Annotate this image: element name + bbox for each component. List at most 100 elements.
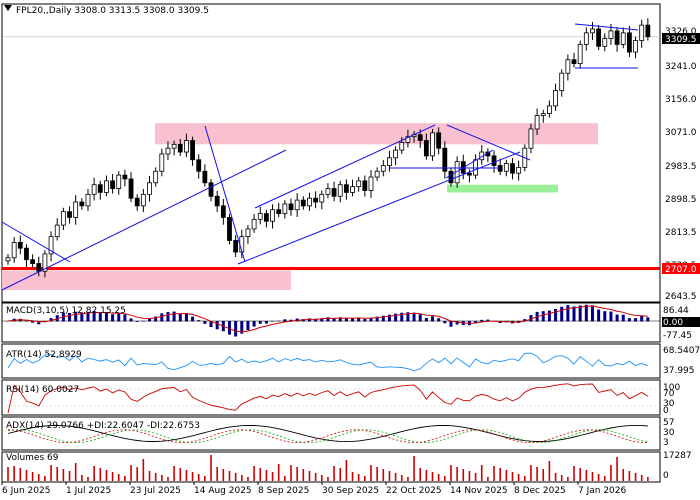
- candle-body: [140, 193, 146, 207]
- macd-histogram-bar: [634, 318, 638, 322]
- candle-body: [227, 217, 232, 241]
- candle-body: [159, 153, 165, 172]
- candle-body: [645, 24, 651, 38]
- macd-histogram-bar: [363, 318, 367, 322]
- indicators: [2, 304, 660, 481]
- atr-axis-tick: 68.5407: [663, 346, 700, 356]
- candle-body: [245, 228, 251, 238]
- current-price-badge: [662, 33, 700, 44]
- candle-body: [48, 236, 54, 255]
- macd-histogram-bar: [387, 314, 391, 322]
- candle-body: [350, 186, 355, 193]
- macd-histogram-bar: [621, 314, 625, 322]
- candle-body: [282, 203, 288, 214]
- candle-body: [331, 188, 337, 197]
- candle-body: [528, 128, 534, 149]
- macd-histogram-bar: [314, 318, 318, 322]
- candle-body: [614, 30, 620, 45]
- date-label: 23 Jul 2025: [130, 486, 181, 496]
- candle-body: [510, 163, 515, 174]
- macd-histogram-bar: [283, 319, 287, 322]
- macd-histogram-bar: [264, 321, 268, 324]
- rsi-axis-tick: 0: [663, 406, 669, 416]
- candle-body: [553, 90, 558, 107]
- macd-histogram-bar: [523, 319, 527, 322]
- trendline: [1, 221, 71, 263]
- macd-histogram-bar: [560, 306, 564, 322]
- axes: [1, 482, 579, 485]
- candle-body: [196, 159, 202, 172]
- candle-body: [110, 180, 115, 189]
- macd-histogram-bar: [431, 316, 435, 322]
- candle-body: [503, 163, 509, 172]
- candle-body: [491, 155, 497, 166]
- trendline: [446, 124, 531, 161]
- rsi-line: [7, 383, 649, 414]
- candle-body: [190, 140, 195, 161]
- volumes-axis-tick: 0: [663, 471, 669, 481]
- candle-body: [257, 213, 263, 220]
- atr-line: [7, 352, 648, 372]
- date-label: 14 Aug 2025: [194, 486, 252, 496]
- candle-body: [343, 184, 349, 193]
- macd-histogram-bar: [578, 305, 582, 322]
- symbol-dropdown-icon[interactable]: [4, 5, 12, 11]
- candle-body: [540, 113, 546, 116]
- macd-histogram-bar: [234, 321, 238, 337]
- candle-body: [473, 159, 478, 176]
- symbol-header: FPL20,,Daily 3308.0 3313.5 3308.0 3309.5: [16, 6, 209, 16]
- trendline: [254, 124, 436, 209]
- atr-label: ATR(14) 52.8929: [6, 350, 82, 360]
- macd-histogram-bar: [227, 321, 231, 335]
- candle-body: [214, 195, 220, 207]
- candle-body: [313, 197, 319, 203]
- macd-histogram-bar: [320, 318, 324, 322]
- trendlines: [1, 23, 639, 291]
- macd-histogram-bar: [541, 311, 545, 322]
- candle-body: [202, 170, 208, 184]
- price-tick: 3326.0: [665, 27, 697, 37]
- macd-histogram-bar: [252, 321, 256, 327]
- price-tick: 3241.0: [665, 62, 697, 72]
- candle-body: [356, 180, 362, 188]
- macd-histogram-bar: [209, 321, 213, 328]
- candle-body: [405, 136, 411, 143]
- candle-body: [374, 170, 380, 178]
- candle-body: [608, 30, 614, 40]
- candle-body: [368, 176, 374, 191]
- macd-histogram-bar: [68, 313, 72, 322]
- current-price-label: 3309.5: [665, 35, 697, 45]
- date-label: 6 Jun 2025: [2, 486, 50, 496]
- date-label: 14 Nov 2025: [450, 486, 508, 496]
- level-price-label: 2707.0: [665, 265, 697, 275]
- candle-body: [565, 59, 571, 74]
- rsi-axis-tick: 70: [663, 389, 675, 399]
- atr-axis-tick: 37.995: [663, 366, 695, 376]
- candle-body: [24, 247, 29, 261]
- candle-body: [128, 178, 134, 199]
- candle-body: [60, 211, 66, 226]
- date-label: 22 Oct 2025: [386, 486, 442, 496]
- macd-histogram-bar: [37, 321, 41, 325]
- trendline: [445, 149, 494, 179]
- price-tick: 3071.0: [665, 128, 697, 138]
- date-label: 8 Sep 2025: [258, 486, 309, 496]
- grid: [1, 3, 661, 483]
- candle-body: [325, 188, 331, 195]
- macd-histogram-bar: [191, 316, 195, 322]
- level-badge: [662, 263, 700, 274]
- macd-histogram-bar: [584, 304, 588, 322]
- lower-support-zone: [2, 270, 291, 291]
- candle-body: [184, 140, 189, 153]
- macd-histogram-bar: [172, 311, 176, 322]
- macd-histogram-bar: [80, 312, 84, 322]
- macd-histogram-bar: [123, 314, 127, 322]
- macd-histogram-bar: [381, 315, 385, 322]
- candle-body: [436, 132, 442, 149]
- candle-body: [307, 197, 312, 207]
- candle-body: [516, 167, 522, 174]
- adx-axis-tick: 30: [663, 428, 675, 438]
- panel-frame: [1, 343, 661, 379]
- macd-histogram-bar: [148, 318, 152, 322]
